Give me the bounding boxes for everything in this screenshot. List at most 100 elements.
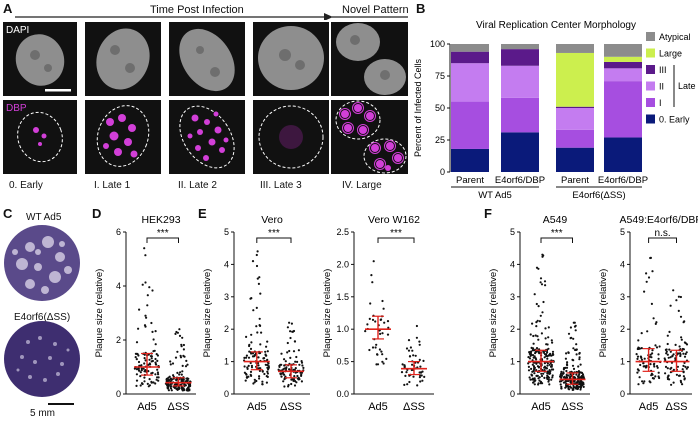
chart-f1-point — [540, 332, 543, 335]
chart-b-category-3: E4orf6/DBP — [598, 175, 648, 186]
chart-f1-point — [567, 351, 570, 354]
chart-f1-point — [546, 355, 549, 358]
chart-f1-ytick-label-4: 4 — [510, 259, 515, 269]
plate-label-dss: E4orf6(ΔSS) — [14, 312, 71, 323]
chart-d-point — [168, 375, 171, 378]
chart-d-point — [144, 314, 147, 317]
chart-f2-point — [658, 345, 661, 348]
scale-bar-a — [45, 89, 71, 92]
chart-e1-ylabel: Plaque size (relative) — [202, 269, 213, 358]
chart-f2-ytick-label-2: 2 — [620, 324, 625, 334]
chart-e1-point — [287, 385, 290, 388]
chart-e1-point — [250, 352, 253, 355]
chart-e1-point — [286, 351, 289, 354]
chart-e1-point — [283, 385, 286, 388]
chart-b-category-1: E4orf6/DBP — [495, 175, 545, 186]
chart-f1-point — [528, 352, 531, 355]
chart-e1-ytick-label-0: 0 — [224, 389, 229, 399]
chart-d-point — [187, 383, 190, 386]
chart-d-point — [187, 388, 190, 392]
chart-f2-point — [639, 355, 642, 358]
chart-e2-point — [372, 260, 375, 263]
chart-e1-point — [253, 378, 256, 381]
chart-e1-significance: *** — [268, 228, 280, 239]
chart-d-point — [141, 283, 144, 286]
chart-d-point — [145, 316, 148, 319]
chart-b-legend-label-2: III — [659, 65, 667, 75]
chart-e1-point — [286, 326, 289, 329]
chart-f2-point — [683, 355, 687, 358]
plaque-plates — [4, 225, 80, 405]
chart-e2-point — [412, 375, 415, 378]
chart-f1-point — [574, 386, 577, 389]
chart-f2-point — [654, 344, 657, 347]
chart-d-ytick-label-2: 4 — [116, 281, 121, 291]
chart-e2-point — [371, 346, 375, 349]
chart-f2-point — [654, 375, 657, 378]
chart-e1-point — [267, 365, 270, 368]
chart-b-bar-3-1 — [604, 81, 642, 138]
chart-d: HEK293 Plaque size (relative) 0 2 4 6 Ad5 ΔSS **… — [94, 214, 196, 413]
chart-f2-point — [649, 353, 652, 356]
chart-d-point — [178, 328, 181, 331]
chart-f2-point — [637, 369, 640, 372]
chart-f1-point — [569, 385, 572, 388]
chart-d-point — [154, 373, 157, 376]
chart-f1-ytick-label-0: 0 — [510, 389, 515, 399]
chart-f2-point — [670, 383, 673, 386]
chart-e1-point — [247, 356, 251, 359]
chart-e2-point — [404, 374, 407, 377]
chart-f1-point — [576, 385, 579, 388]
chart-e1-category-0: Ad5 — [247, 401, 267, 413]
chart-f1-point — [572, 337, 575, 340]
chart-f1-category-0: Ad5 — [531, 401, 551, 413]
plate-label-wt: WT Ad5 — [26, 212, 62, 223]
chart-d-point — [174, 383, 177, 386]
chart-e1-point — [245, 376, 248, 379]
chart-f2-point — [685, 351, 688, 354]
chart-d-point — [137, 360, 141, 364]
chart-e2-ytick-label-1: 0.5 — [336, 357, 349, 367]
chart-f1-point — [537, 267, 540, 270]
chart-f1-point — [550, 339, 553, 342]
chart-f1-point — [571, 388, 574, 391]
chart-d-point — [152, 381, 155, 384]
stage-label-early: 0. Early — [9, 180, 43, 191]
chart-f2-point — [640, 358, 644, 361]
chart-e2-point — [411, 349, 414, 352]
chart-e2-point — [371, 318, 375, 321]
chart-d-point — [143, 247, 146, 250]
chart-e2-point — [419, 380, 422, 383]
chart-e1-point — [258, 375, 261, 378]
chart-f1-point — [565, 366, 569, 369]
chart-f2-point — [638, 347, 641, 350]
chart-d-point — [144, 369, 147, 372]
chart-f1-point — [532, 365, 536, 368]
chart-e2-point — [401, 363, 404, 366]
panel-label-b: B — [416, 1, 426, 16]
chart-f2-point — [681, 383, 684, 386]
chart-b-bar-3-5 — [604, 44, 642, 57]
chart-d-point — [138, 308, 141, 311]
chart-e2-point — [405, 347, 409, 350]
chart-f2-point — [649, 381, 652, 384]
chart-b-category-2: Parent — [561, 175, 589, 186]
chart-f2-point — [672, 353, 675, 356]
chart-f1-significance: *** — [551, 228, 563, 239]
chart-d-point — [147, 385, 150, 388]
chart-e1-point — [256, 277, 259, 280]
chart-e1-point — [289, 356, 292, 359]
chart-f2-point — [674, 343, 677, 346]
chart-e1-point — [284, 375, 287, 378]
chart-f1-point — [532, 334, 535, 338]
chart-e1-point — [290, 382, 293, 386]
chart-f1-point — [578, 356, 581, 359]
chart-f1-point — [527, 356, 530, 359]
chart-e1-point — [284, 360, 287, 363]
chart-d-point — [138, 369, 141, 372]
chart-e2-point — [408, 355, 412, 358]
chart-f1-point — [575, 343, 578, 346]
chart-d-point — [147, 370, 150, 373]
chart-d-point — [181, 389, 184, 392]
chart-e1-point — [247, 364, 250, 367]
